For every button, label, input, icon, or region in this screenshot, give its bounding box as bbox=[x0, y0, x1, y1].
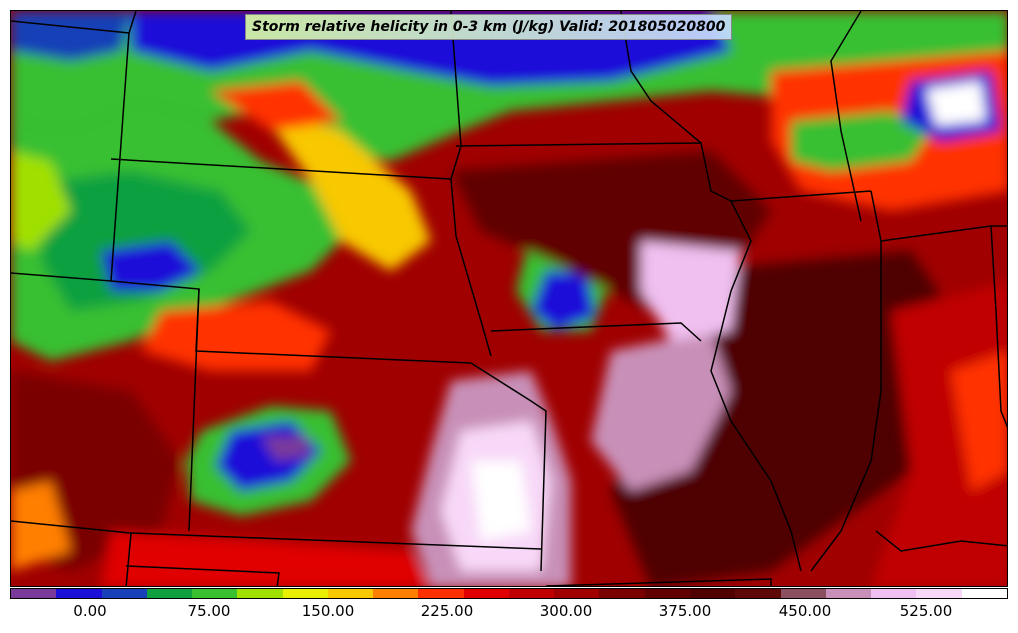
colorbar-swatch bbox=[373, 589, 419, 598]
colorbar-tick-label: 75.00 bbox=[187, 602, 231, 620]
colorbar-swatch bbox=[146, 589, 193, 598]
colorbar-swatch bbox=[508, 589, 555, 598]
colorbar-tick-label: 225.00 bbox=[420, 602, 474, 620]
colorbar-swatch bbox=[418, 589, 464, 598]
colorbar-ticks: 0.00 75.00 150.00 225.00 300.00 375.00 450.00 5… bbox=[10, 602, 1008, 624]
colorbar-swatch bbox=[735, 589, 781, 598]
colorbar-swatch bbox=[192, 589, 238, 598]
colorbar-swatch bbox=[644, 589, 690, 598]
colorbar-swatch bbox=[689, 589, 736, 598]
colorbar-tick-label: 525.00 bbox=[899, 602, 953, 620]
helicity-field bbox=[11, 11, 1007, 586]
colorbar-swatch bbox=[327, 589, 374, 598]
colorbar-swatch bbox=[780, 589, 826, 598]
colorbar-swatch bbox=[56, 589, 102, 598]
map-title: Storm relative helicity in 0-3 km (J/kg)… bbox=[245, 14, 733, 40]
map-canvas bbox=[11, 11, 1007, 586]
colorbar-swatch bbox=[282, 589, 328, 598]
colorbar-swatch bbox=[916, 589, 962, 598]
colorbar-swatch bbox=[825, 589, 872, 598]
colorbar-swatch bbox=[599, 589, 645, 598]
state-borders bbox=[11, 11, 1007, 586]
helicity-map bbox=[10, 10, 1008, 587]
colorbar-tick-label: 150.00 bbox=[301, 602, 355, 620]
colorbar-swatch bbox=[961, 589, 1007, 598]
colorbar-tick-label: 300.00 bbox=[539, 602, 593, 620]
colorbar-swatch bbox=[554, 589, 600, 598]
colorbar bbox=[10, 588, 1008, 599]
colorbar-tick-label: 375.00 bbox=[658, 602, 712, 620]
colorbar-tick-label: 450.00 bbox=[778, 602, 832, 620]
colorbar-swatch bbox=[101, 589, 147, 598]
colorbar-swatch bbox=[237, 589, 283, 598]
colorbar-swatch bbox=[11, 589, 57, 598]
colorbar-tick-label: 0.00 bbox=[73, 602, 107, 620]
colorbar-swatch bbox=[871, 589, 917, 598]
colorbar-swatch bbox=[463, 589, 509, 598]
